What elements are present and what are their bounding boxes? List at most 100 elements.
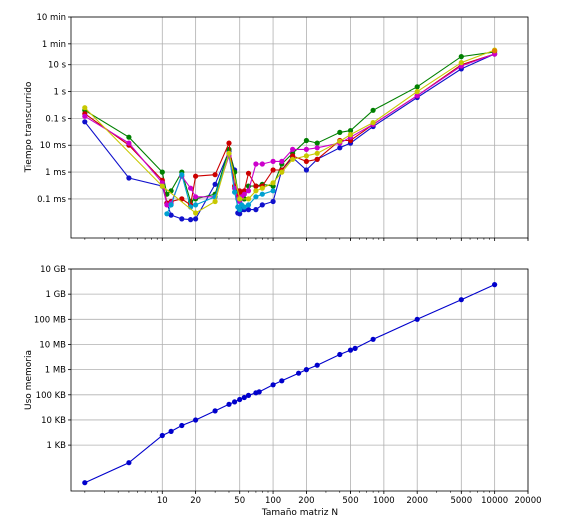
memory-data-point <box>458 297 464 303</box>
memory-y-tick-label: 1 GB <box>45 290 66 300</box>
time-data-point <box>82 105 88 111</box>
time-data-point <box>188 185 194 191</box>
memory-data-point <box>256 389 262 395</box>
time-data-point <box>188 217 194 223</box>
memory-data-point <box>370 336 376 342</box>
time-y-axis-label: Tiempo transcurrido <box>24 81 34 173</box>
memory-data-point <box>237 396 243 403</box>
time-data-point <box>126 140 132 146</box>
time-data-point <box>303 158 309 164</box>
time-data-point <box>212 198 218 205</box>
memory-y-tick-label: 1 MB <box>45 366 66 376</box>
time-data-point <box>270 180 276 186</box>
time-y-tick-label: 1 ms <box>45 168 66 178</box>
memory-data-point <box>296 370 302 376</box>
memory-x-tick-label: 5000 <box>450 496 472 506</box>
memory-data-point <box>245 392 252 398</box>
memory-data-point <box>314 362 320 368</box>
time-data-point <box>314 156 320 162</box>
memory-x-tick-label: 200 <box>298 496 314 506</box>
time-data-point <box>164 211 170 217</box>
time-data-point <box>245 170 252 176</box>
time-data-point <box>226 150 232 156</box>
time-chart-panel: 0.1 ms 1 ms 10 ms 0.1 s 1 s 10 s 1 min 10 min T… <box>24 13 529 241</box>
memory-data-point <box>179 422 185 429</box>
time-data-point <box>290 146 296 152</box>
memory-data-point <box>241 394 247 401</box>
time-data-point <box>241 204 247 210</box>
time-data-point <box>193 194 199 200</box>
time-data-point <box>337 145 343 151</box>
time-data-point <box>193 210 199 216</box>
memory-x-tick-label: 10 <box>157 496 168 506</box>
time-data-point <box>245 196 252 202</box>
time-series-line-4 <box>166 153 274 215</box>
time-y-tick-label: 10 ms <box>40 141 67 151</box>
time-data-point <box>237 211 243 217</box>
time-data-point <box>314 150 320 156</box>
time-data-point <box>337 138 343 144</box>
time-data-point <box>303 167 309 173</box>
time-data-point <box>168 212 174 218</box>
time-series-line-5 <box>84 49 495 214</box>
time-data-point <box>126 134 132 140</box>
memory-series-group <box>82 282 498 486</box>
time-y-tick-label: 1 min <box>42 40 66 50</box>
memory-x-tick-label: 500 <box>342 496 358 506</box>
time-data-point <box>414 84 420 90</box>
memory-x-tick-label: 1000 <box>373 496 395 506</box>
time-data-point <box>159 169 165 175</box>
time-data-point <box>458 54 464 60</box>
time-y-tick-label: 1 s <box>53 88 66 98</box>
time-data-point <box>245 202 252 208</box>
memory-chart-panel: 10 20 50 100 200 500 1000 2000 5000 10000 20000 1 K… <box>24 265 542 518</box>
time-ticks: 0.1 ms 1 ms 10 ms 0.1 s 1 s 10 s 1 min 10 min <box>36 13 529 241</box>
time-y-tick-label: 10 s <box>48 61 67 71</box>
time-data-point <box>245 188 252 194</box>
time-data-point <box>259 161 265 167</box>
time-data-point <box>253 183 259 189</box>
time-data-point <box>259 202 265 208</box>
time-data-point <box>303 137 309 144</box>
time-data-point <box>232 189 238 195</box>
memory-data-point <box>232 399 238 405</box>
time-data-point <box>370 120 376 126</box>
time-data-point <box>237 196 243 202</box>
memory-x-tick-label: 2000 <box>406 496 428 506</box>
time-plot-frame <box>70 16 529 239</box>
time-data-point <box>126 175 132 181</box>
memory-y-tick-label: 100 KB <box>36 391 66 401</box>
time-series-group <box>82 47 498 223</box>
time-data-point <box>347 132 354 138</box>
memory-data-point <box>168 428 174 434</box>
memory-y-tick-label: 10 MB <box>39 340 66 350</box>
memory-data-point <box>270 382 276 388</box>
time-data-point <box>270 167 276 173</box>
memory-data-point <box>337 351 343 358</box>
time-data-point <box>270 158 276 164</box>
time-data-point <box>414 93 420 99</box>
time-data-point <box>241 191 247 197</box>
time-data-point <box>414 89 420 95</box>
memory-data-point <box>347 347 354 353</box>
memory-x-axis-label: Tamaño matriz N <box>261 508 338 518</box>
time-data-point <box>237 207 243 213</box>
time-data-point <box>179 216 185 222</box>
memory-plot-frame <box>70 268 529 492</box>
memory-data-point <box>303 367 309 373</box>
time-data-point <box>212 181 218 187</box>
memory-y-tick-label: 100 MB <box>34 315 66 325</box>
time-data-point <box>82 119 88 125</box>
time-data-point <box>193 202 199 208</box>
memory-x-tick-label: 50 <box>234 496 245 506</box>
time-y-tick-label: 0.1 s <box>45 114 66 124</box>
memory-data-point <box>352 345 358 351</box>
time-data-point <box>245 207 252 213</box>
memory-data-point <box>82 480 88 486</box>
time-data-point <box>347 128 354 134</box>
time-data-point <box>279 169 285 175</box>
memory-x-tick-label: 20 <box>190 496 201 506</box>
time-data-point <box>337 129 343 135</box>
memory-x-tick-label: 10000 <box>481 496 508 506</box>
